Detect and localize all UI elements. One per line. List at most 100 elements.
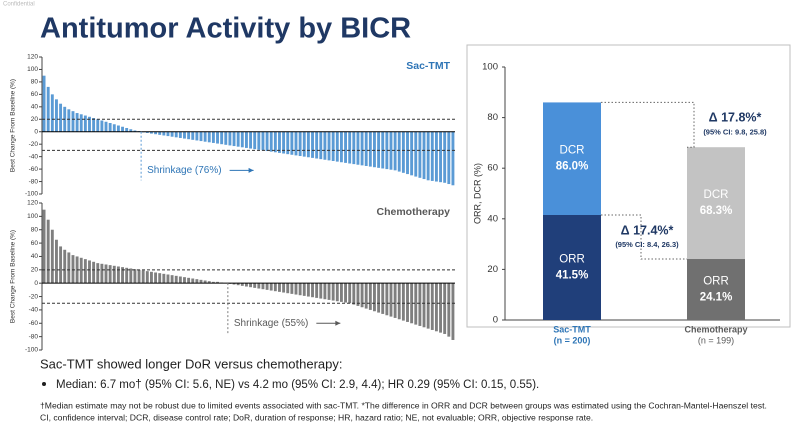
bar [253, 131, 257, 150]
bar [216, 131, 219, 144]
bar [397, 283, 401, 320]
bar [257, 131, 261, 150]
delta-ci: (95% CI: 8.4, 26.3) [615, 240, 679, 249]
bar [451, 283, 455, 340]
y-tick-label: 100 [482, 62, 498, 73]
y-tick-label: -60 [29, 166, 39, 173]
bar [352, 283, 356, 305]
bar [265, 131, 269, 152]
bar [50, 229, 54, 284]
bar [116, 125, 120, 132]
bar [418, 131, 422, 178]
bar [71, 111, 75, 132]
bar [377, 283, 381, 313]
bar [154, 131, 158, 135]
delta-ci: (95% CI: 9.8, 25.8) [703, 127, 767, 136]
y-tick-label: 60 [487, 163, 498, 174]
bar [315, 131, 319, 159]
bar [311, 283, 314, 298]
bar [207, 281, 211, 284]
y-tick-label: -80 [29, 178, 39, 185]
bar [100, 263, 104, 284]
bar [240, 283, 244, 286]
slide-title: Antitumor Activity by BICR [40, 13, 411, 45]
bar-series-name: DCR [704, 189, 729, 201]
bar [269, 131, 273, 152]
bar [88, 260, 91, 284]
bar [443, 131, 447, 183]
y-tick-label: 40 [31, 104, 39, 111]
y-tick-label: -40 [29, 307, 39, 314]
bar [125, 267, 129, 284]
y-tick-label: 120 [27, 54, 38, 61]
bar [104, 121, 108, 132]
bar [178, 276, 182, 284]
bar [67, 252, 71, 284]
bar [261, 131, 265, 151]
bar [360, 131, 364, 166]
x-tick-note: (n = 200) [554, 335, 591, 345]
bar [344, 283, 348, 303]
bar [414, 131, 418, 177]
bar [121, 267, 124, 284]
bar [158, 131, 162, 135]
bar [385, 131, 389, 170]
series-name: Sac-TMT [406, 60, 450, 72]
bar [352, 131, 356, 165]
bar [443, 283, 447, 334]
delta-connector [601, 101, 695, 148]
bar [339, 283, 343, 302]
bar [311, 131, 314, 158]
value-label: 41.5% [556, 270, 589, 282]
bar [389, 131, 393, 170]
bar [439, 283, 442, 333]
y-tick-label: 80 [31, 226, 39, 233]
footnote: †Median estimate may not be robust due t… [40, 400, 767, 410]
bar [377, 131, 381, 168]
y-tick-label: -60 [29, 320, 39, 327]
bar [170, 131, 174, 137]
bar [216, 281, 219, 284]
bar [426, 131, 430, 181]
bar [42, 209, 46, 284]
bar [348, 131, 352, 164]
bar [302, 131, 306, 157]
delta-label: Δ 17.8%* [709, 111, 762, 125]
y-tick-label: -20 [29, 141, 39, 148]
bar [55, 239, 58, 284]
bar [393, 131, 397, 171]
bar [121, 126, 124, 132]
bar [191, 278, 195, 284]
bar [244, 283, 248, 287]
y-tick-label: -100 [25, 191, 38, 198]
bar [273, 131, 277, 153]
bar [71, 255, 75, 284]
bar [434, 283, 438, 332]
x-tick-label: Chemotherapy [684, 324, 747, 334]
x-tick-label: Sac-TMT [553, 324, 591, 334]
bar [59, 103, 63, 132]
bar [42, 75, 46, 132]
y-tick-label: 20 [31, 116, 39, 123]
bar [348, 283, 352, 304]
bar [55, 99, 58, 132]
bar [83, 115, 87, 132]
bar [199, 131, 203, 142]
y-tick-label: 80 [487, 112, 498, 123]
bar [174, 275, 178, 284]
bar [543, 215, 601, 320]
bar [364, 283, 368, 309]
bar [83, 259, 87, 284]
bar [228, 131, 232, 146]
bar [75, 113, 79, 132]
bar [335, 131, 339, 162]
bar [50, 94, 54, 132]
bar [327, 131, 331, 161]
bar [373, 283, 376, 312]
bar [174, 131, 178, 138]
bar [282, 131, 286, 154]
bar [298, 131, 302, 157]
bar [187, 277, 191, 284]
bar [434, 131, 438, 182]
y-tick-label: 100 [27, 213, 38, 220]
